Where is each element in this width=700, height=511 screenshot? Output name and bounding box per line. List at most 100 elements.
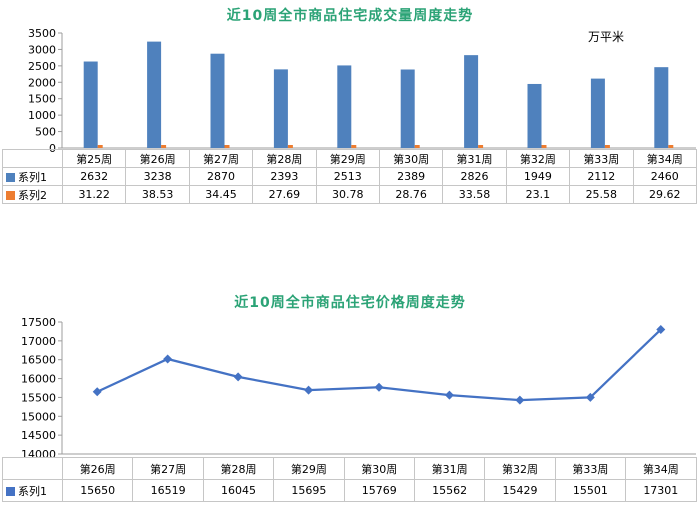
value-cell: 34.45	[188, 185, 254, 204]
legend-swatch-icon	[6, 190, 15, 200]
series-row: 系列2 31.22 38.53 34.45 27.69 30.78 28.76 33.58 23…	[2, 185, 697, 204]
data-point-marker	[233, 372, 243, 382]
category-label: 第30周	[378, 149, 444, 168]
value-cell: 2632	[61, 167, 127, 186]
y-axis-tick-label: 2500	[28, 60, 56, 73]
series2-bar	[224, 145, 230, 148]
value-cell: 16519	[132, 479, 204, 502]
y-axis-tick-label: 2000	[28, 76, 56, 89]
legend-cell: 系列1	[2, 479, 63, 502]
y-axis-tick-label: 0	[49, 142, 56, 152]
category-label: 第25周	[61, 149, 127, 168]
category-label: 第31周	[413, 457, 486, 480]
value-cell: 30.78	[315, 185, 380, 204]
value-cell: 1949	[505, 167, 571, 186]
value-cell: 15650	[61, 479, 134, 502]
price-line-chart-plot: 17500 17000 16500 16000 15500 15000 14500 14000	[21, 316, 696, 458]
y-axis-tick-label: 17000	[21, 335, 56, 348]
series2-bar	[414, 145, 420, 148]
category-label: 第27周	[132, 457, 204, 480]
y-axis-tick-label: 1000	[28, 109, 56, 122]
data-point-marker	[515, 395, 525, 405]
series-name: 系列2	[18, 188, 47, 202]
series2-bar	[604, 145, 610, 148]
category-row: 第25周 第26周 第27周 第28周 第29周 第30周 第31周 第32周 第33周 第34周	[2, 149, 697, 168]
series-name: 系列1	[18, 170, 47, 184]
category-label: 第30周	[343, 457, 415, 480]
y-axis-tick-label: 3000	[28, 43, 56, 56]
series2-bar	[478, 145, 484, 148]
value-cell: 15429	[484, 479, 556, 502]
legend-cell: 系列2	[2, 185, 63, 204]
corner-cell	[2, 457, 63, 480]
y-axis-tick-label: 3500	[28, 27, 56, 40]
series-row: 系列1 2632 3238 2870 2393 2513 2389 2826 1949 2112 2…	[2, 167, 697, 186]
legend-swatch-icon	[6, 172, 15, 182]
value-cell: 15501	[554, 479, 627, 502]
y-axis-tick-label: 15000	[21, 410, 56, 423]
category-label: 第33周	[554, 457, 627, 480]
value-cell: 17301	[625, 479, 697, 502]
category-label: 第31周	[442, 149, 507, 168]
category-label: 第32周	[505, 149, 571, 168]
category-row: 第26周 第27周 第28周 第29周 第30周 第31周 第32周 第33周 第34周	[2, 457, 697, 480]
category-label: 第26周	[61, 457, 134, 480]
category-label: 第28周	[202, 457, 275, 480]
price-chart-title: 近10周全市商品住宅价格周度走势	[234, 295, 466, 311]
value-cell: 2389	[378, 167, 444, 186]
series1-bar	[527, 83, 542, 148]
value-cell: 15769	[343, 479, 415, 502]
series1-bar	[147, 41, 162, 148]
y-axis-tick-label: 15500	[21, 391, 56, 404]
category-label: 第27周	[188, 149, 254, 168]
value-cell: 33.58	[442, 185, 507, 204]
volume-data-table: 第25周 第26周 第27周 第28周 第29周 第30周 第31周 第32周 第33周 第34周…	[2, 149, 697, 204]
value-cell: 2513	[315, 167, 380, 186]
series2-bar	[541, 145, 547, 148]
volume-chart-unit-label: 万平米	[588, 30, 625, 44]
y-axis-tick-label: 500	[35, 126, 56, 139]
series2-bar	[97, 145, 103, 148]
data-point-marker	[444, 390, 454, 400]
value-cell: 16045	[202, 479, 275, 502]
data-point-marker	[374, 382, 384, 392]
series1-bar	[273, 69, 288, 148]
data-point-marker	[163, 354, 173, 364]
series1-bar	[400, 69, 415, 148]
series1-bar	[464, 55, 479, 148]
category-label: 第29周	[273, 457, 345, 480]
y-axis-tick-label: 1500	[28, 93, 56, 106]
value-cell: 31.22	[61, 185, 127, 204]
y-axis-tick-label: 17500	[21, 316, 56, 329]
y-axis-tick-label: 16500	[21, 354, 56, 367]
series2-bar	[668, 145, 674, 148]
series2-bar	[287, 145, 293, 148]
value-cell: 28.76	[378, 185, 444, 204]
series1-bar	[654, 67, 669, 148]
corner-cell	[2, 149, 63, 168]
value-cell: 25.58	[569, 185, 634, 204]
data-point-marker	[585, 392, 595, 402]
series-name: 系列1	[18, 484, 47, 498]
value-cell: 15562	[413, 479, 486, 502]
category-label: 第32周	[484, 457, 556, 480]
series1-bar	[337, 65, 352, 148]
value-cell: 38.53	[125, 185, 190, 204]
series2-bar	[161, 145, 167, 148]
category-label: 第34周	[625, 457, 697, 480]
series-row: 系列1 15650 16519 16045 15695 15769 15562 15429 15…	[2, 479, 697, 502]
value-cell: 3238	[125, 167, 190, 186]
series1-bar	[590, 78, 605, 148]
category-label: 第28周	[252, 149, 317, 168]
value-cell: 23.1	[505, 185, 571, 204]
legend-cell: 系列1	[2, 167, 63, 186]
volume-chart-title: 近10周全市商品住宅成交量周度走势	[226, 8, 474, 24]
category-label: 第29周	[315, 149, 380, 168]
value-cell: 29.62	[632, 185, 697, 204]
data-point-marker	[656, 325, 666, 335]
category-label: 第26周	[125, 149, 190, 168]
y-axis-tick-label: 16000	[21, 373, 56, 386]
value-cell: 27.69	[252, 185, 317, 204]
legend-swatch-icon	[6, 486, 15, 496]
